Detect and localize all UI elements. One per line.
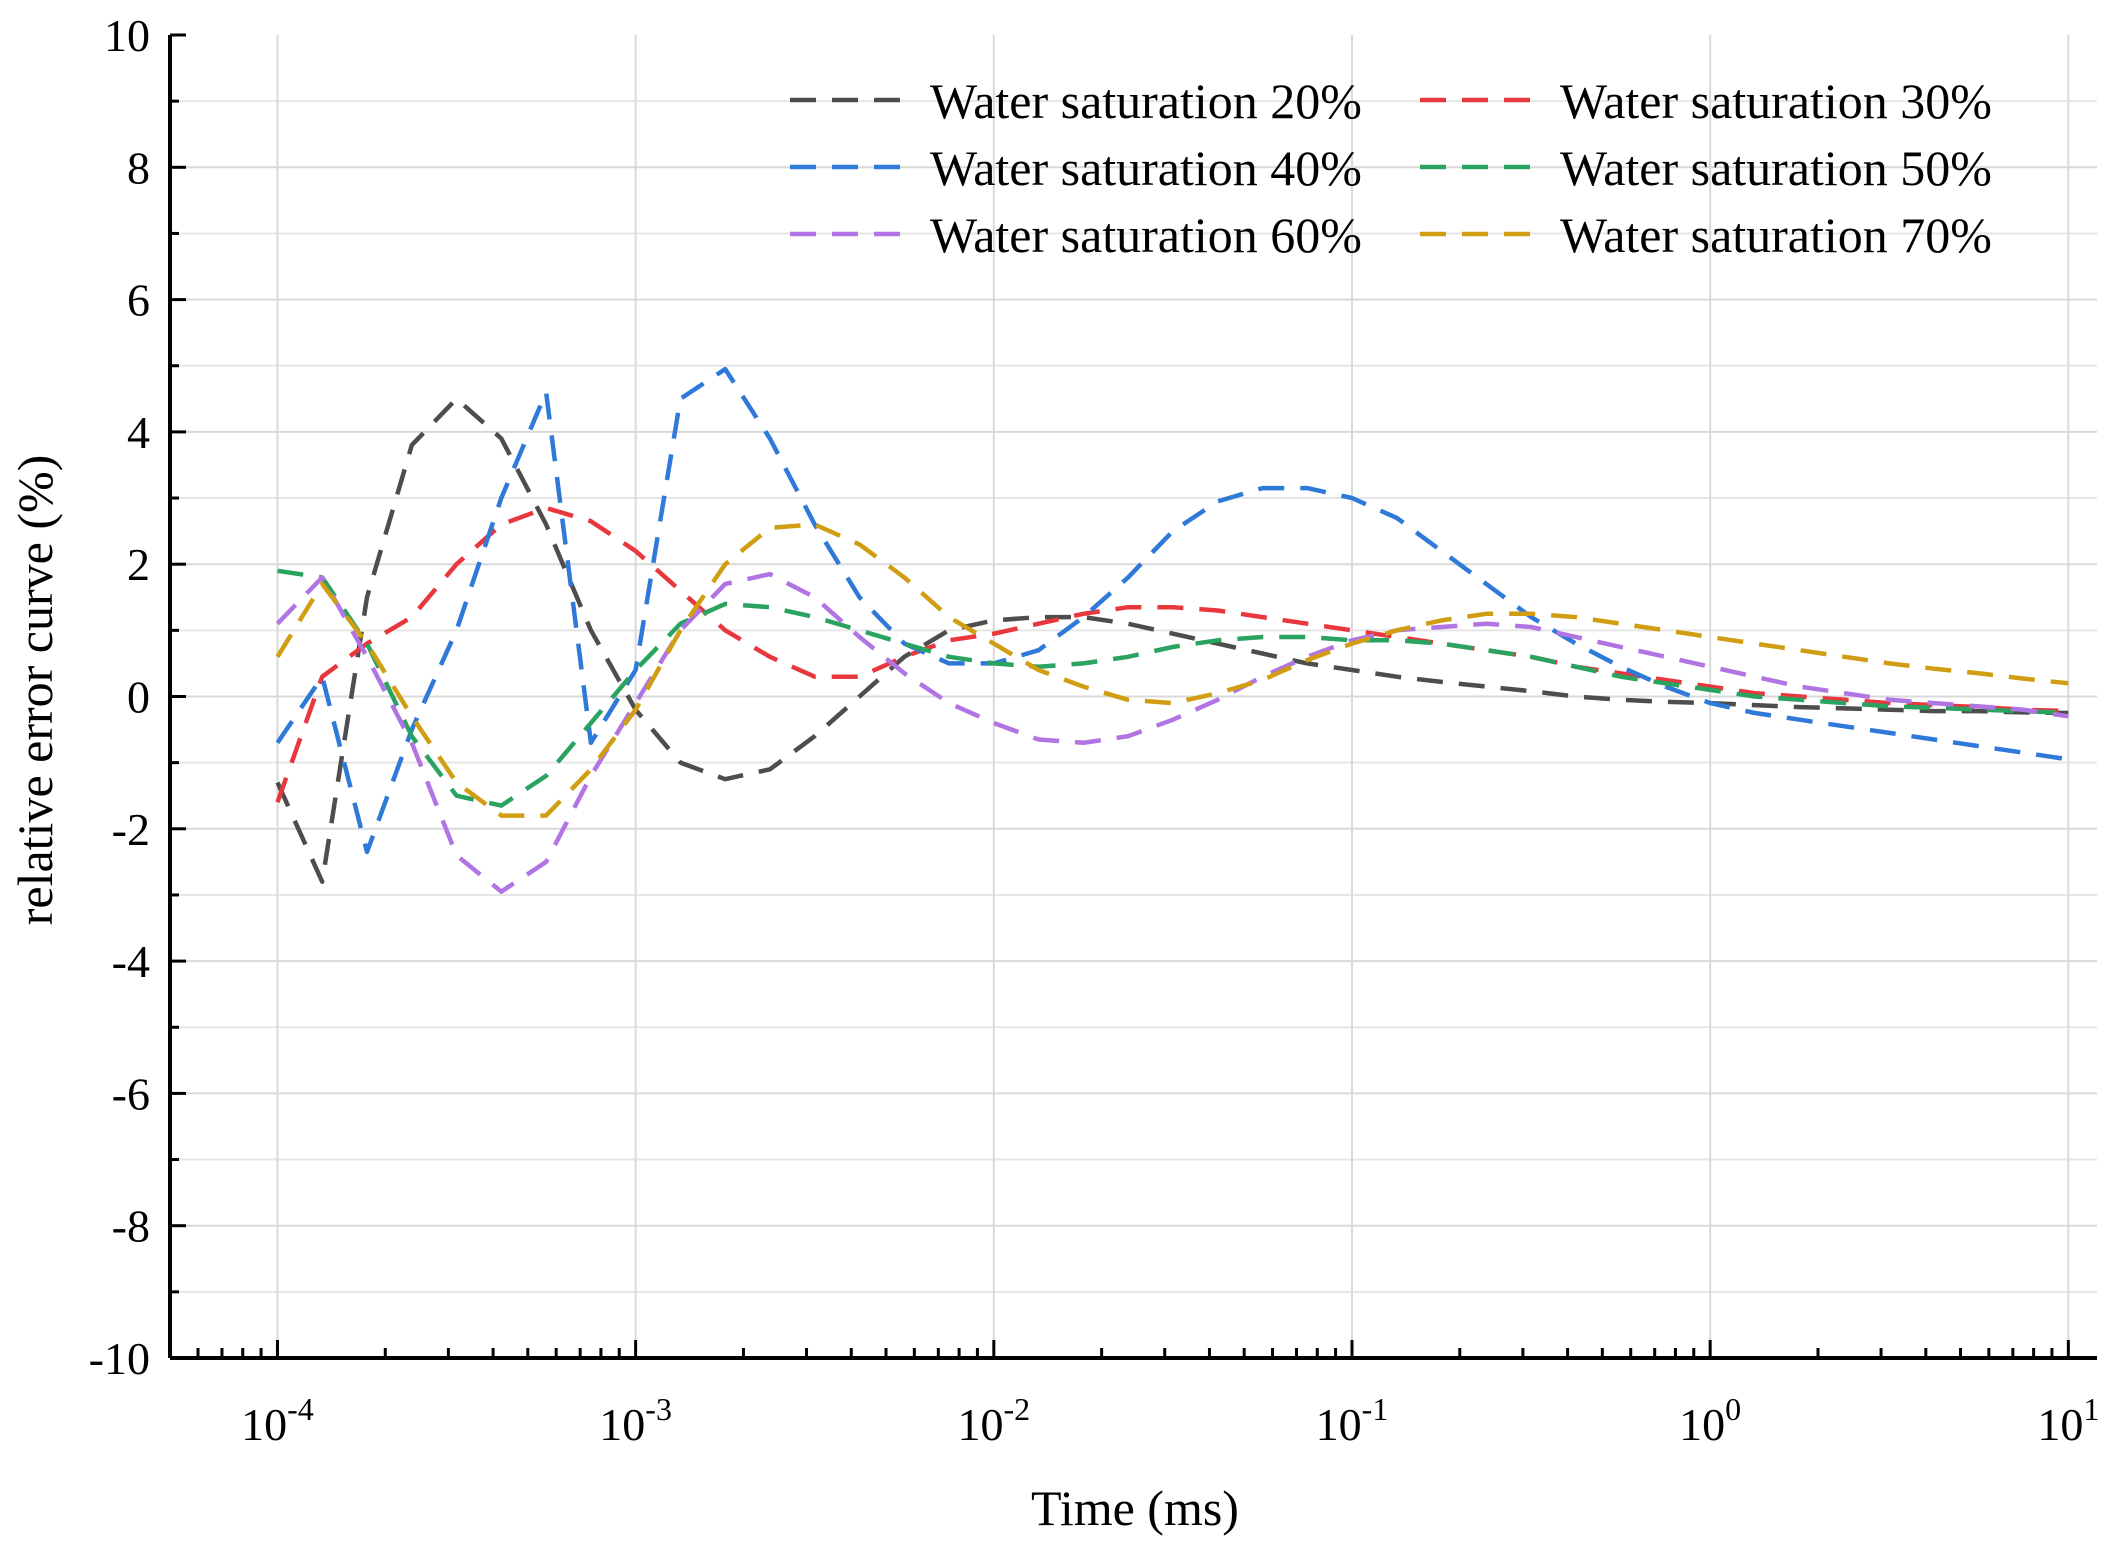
legend-label-5: Water saturation 60%: [930, 207, 1362, 263]
y-tick-label: -8: [112, 1201, 150, 1252]
x-tick-label: 10-3: [599, 1391, 672, 1450]
series-line-5: [275, 571, 2069, 894]
y-tick-label: 6: [127, 275, 150, 326]
y-tick-label: 8: [127, 142, 150, 193]
series-line-2: [275, 505, 2069, 804]
y-tick-label: -4: [112, 936, 150, 987]
y-tick-label: -2: [112, 804, 150, 855]
y-tick-label: 10: [104, 10, 150, 61]
legend-label-4: Water saturation 50%: [1560, 140, 1992, 196]
x-tick-label: 100: [1679, 1391, 1741, 1450]
x-tick-label: 10-2: [957, 1391, 1030, 1450]
x-tick-label: 10-1: [1316, 1391, 1389, 1450]
series-layer: [275, 366, 2069, 894]
series-line-1: [275, 396, 2069, 884]
legend-label-3: Water saturation 40%: [930, 140, 1362, 196]
legend: Water saturation 20% Water saturation 30%…: [790, 73, 1992, 263]
legend-label-6: Water saturation 70%: [1560, 207, 1992, 263]
y-tick-label: 0: [127, 672, 150, 723]
y-tick-label: 2: [127, 539, 150, 590]
x-tick-label: 101: [2037, 1391, 2099, 1450]
series-line-4: [277, 568, 2069, 808]
axes: 10 8 6 4 2 0 -2 -4 -6 -8 -10 10-4 10-3 10-2 10-1 100 101: [89, 10, 2100, 1450]
x-axis-title: Time (ms): [1031, 1480, 1239, 1536]
x-tick-label: 10-4: [241, 1391, 314, 1450]
y-tick-label: 4: [127, 407, 150, 458]
y-tick-label: -6: [112, 1068, 150, 1119]
legend-label-1: Water saturation 20%: [930, 73, 1362, 129]
series-line-6: [275, 522, 2069, 818]
legend-label-2: Water saturation 30%: [1560, 73, 1992, 129]
grid: [170, 35, 2097, 1358]
series-line-3: [275, 366, 2069, 855]
y-axis-title: relative error curve (%): [7, 455, 63, 926]
y-tick-label: -10: [89, 1333, 150, 1384]
